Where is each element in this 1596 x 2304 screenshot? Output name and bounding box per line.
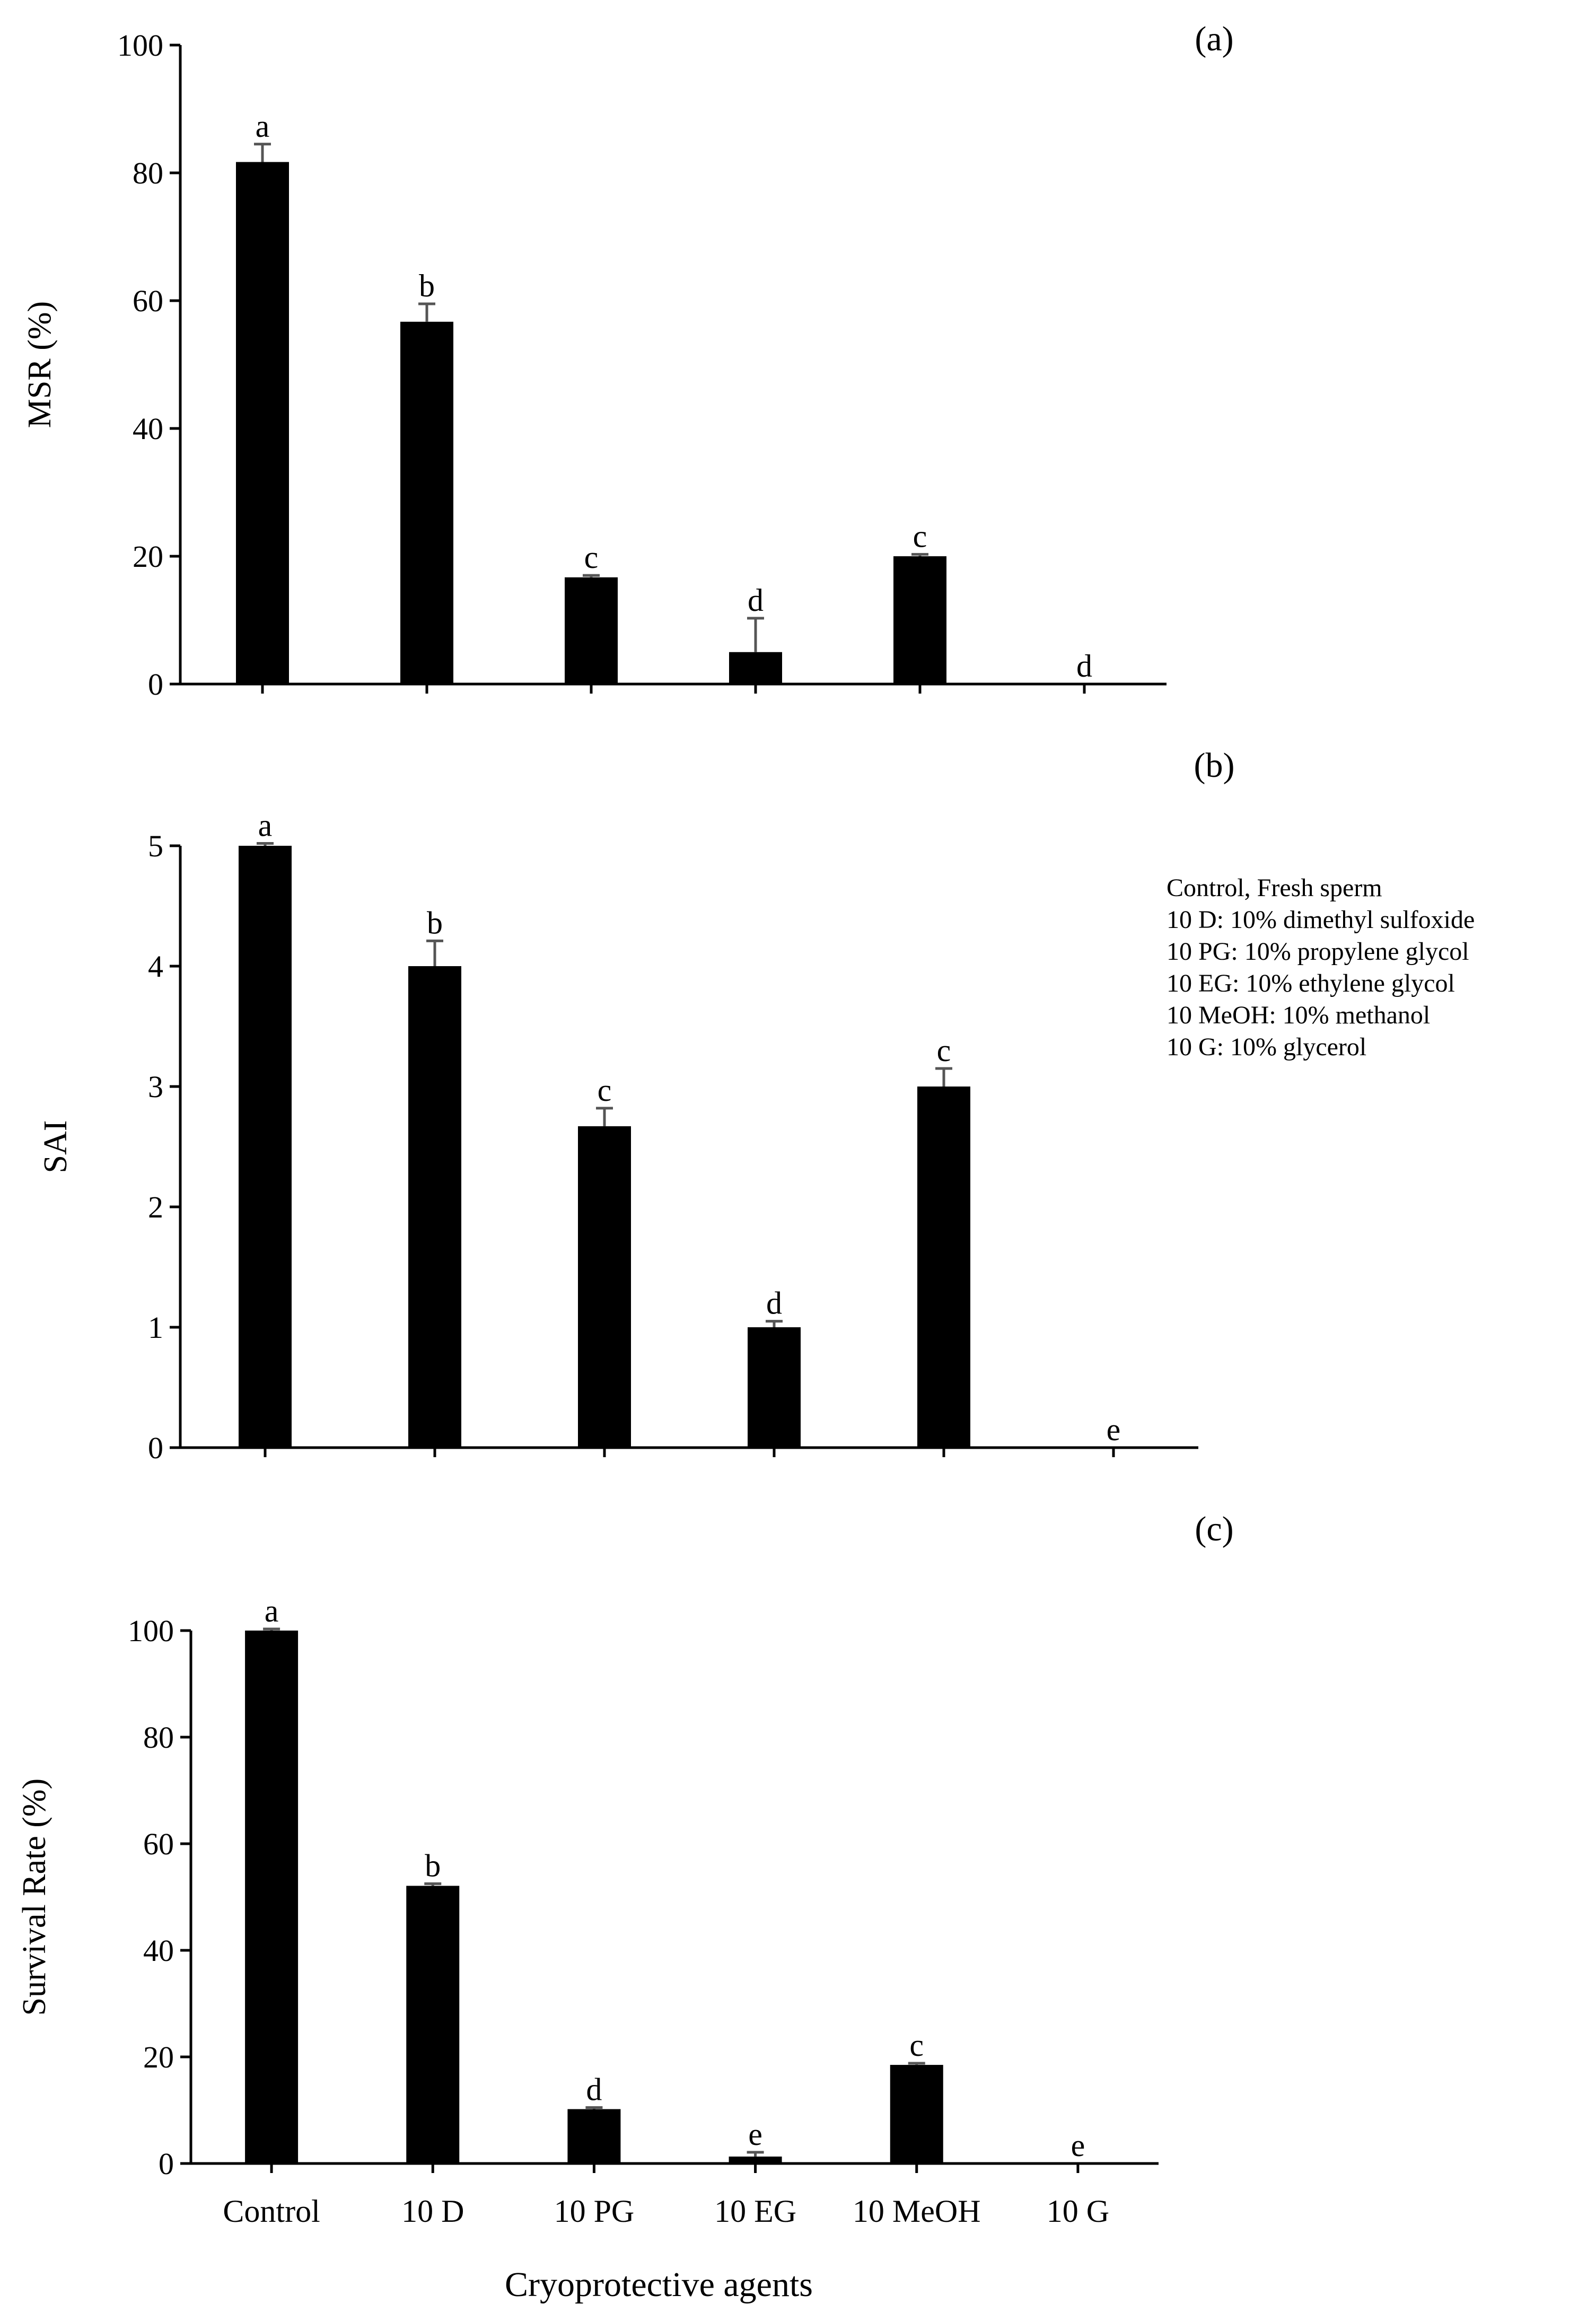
x-tick-label: 10 MeOH [853, 2194, 981, 2229]
significance-letter: b [419, 268, 435, 303]
y-tick-label: 2 [148, 1190, 163, 1224]
significance-letter: d [1076, 649, 1092, 684]
y-tick-label: 0 [159, 2147, 174, 2181]
x-tick-label: 10 D [401, 2194, 464, 2229]
significance-letter: a [265, 1593, 279, 1628]
y-tick-label: 100 [117, 28, 163, 63]
significance-letter: e [748, 2117, 762, 2152]
panel-label: (c) [1195, 1510, 1233, 1548]
panel-label: (a) [1195, 20, 1233, 58]
significance-letter: c [913, 519, 927, 554]
bar [408, 966, 461, 1448]
y-tick-label: 60 [133, 284, 163, 318]
significance-letter: b [427, 905, 443, 940]
legend-item: 10 EG: 10% ethylene glycol [1167, 969, 1455, 997]
x-tick-label: Control [223, 2194, 320, 2229]
bar [565, 577, 618, 684]
y-tick-label: 80 [133, 156, 163, 190]
panel-label: (b) [1194, 746, 1235, 785]
bar [239, 846, 292, 1448]
significance-letter: d [586, 2072, 602, 2107]
bar [729, 2156, 782, 2163]
y-tick-label: 40 [143, 1933, 174, 1968]
significance-letter: a [258, 808, 273, 843]
legend-item: 10 PG: 10% propylene glycol [1167, 938, 1469, 966]
legend: Control, Fresh sperm 10 D: 10% dimethyl … [1167, 874, 1475, 1061]
y-tick-label: 5 [148, 829, 163, 863]
bar [578, 1126, 631, 1448]
chart-panel: 0 20 40 60 80 100 MSR (%) (a) a b c d c d [22, 20, 1234, 702]
y-axis-label: SAI [38, 1120, 74, 1173]
significance-letter: c [937, 1033, 951, 1068]
y-axis-label: MSR (%) [22, 301, 58, 428]
y-tick-label: 60 [143, 1827, 174, 1861]
x-tick-label: 10 PG [554, 2194, 635, 2229]
y-tick-label: 0 [148, 1431, 163, 1465]
bar [245, 1631, 299, 2163]
y-axis-label: Survival Rate (%) [16, 1779, 52, 2016]
y-tick-label: 1 [148, 1310, 163, 1345]
y-tick-label: 4 [148, 949, 163, 984]
bar [748, 1327, 801, 1448]
significance-letter: e [1071, 2128, 1085, 2163]
x-tick-label: 10 EG [714, 2194, 796, 2229]
significance-letter: b [425, 1848, 441, 1883]
bar [236, 162, 289, 684]
bar [400, 321, 453, 684]
significance-letter: e [1107, 1412, 1121, 1447]
significance-letter: c [909, 2028, 924, 2063]
significance-letter: a [256, 109, 270, 144]
y-tick-label: 80 [143, 1720, 174, 1755]
legend-item: 10 G: 10% glycerol [1167, 1033, 1366, 1061]
significance-letter: c [584, 540, 599, 575]
x-axis-label: Cryoprotective agents [505, 2265, 813, 2304]
y-tick-label: 20 [143, 2040, 174, 2074]
significance-letter: c [598, 1073, 612, 1108]
legend-item: Control, Fresh sperm [1167, 874, 1382, 902]
bar [893, 556, 946, 684]
bar [917, 1087, 970, 1448]
bar [729, 652, 782, 684]
bar [406, 1886, 460, 2163]
y-tick-label: 100 [128, 1614, 174, 1648]
y-tick-label: 40 [133, 411, 163, 446]
y-tick-label: 3 [148, 1070, 163, 1104]
legend-item: 10 D: 10% dimethyl sulfoxide [1167, 906, 1475, 934]
chart-panel: 0 20 40 60 80 100 Survival Rate (%) (c) a b d e c e Co… [16, 1510, 1234, 2304]
significance-letter: d [766, 1286, 782, 1321]
x-tick-label: 10 G [1047, 2194, 1109, 2229]
bar [567, 2109, 621, 2163]
y-tick-label: 0 [148, 667, 163, 702]
legend-item: 10 MeOH: 10% methanol [1167, 1001, 1430, 1029]
significance-letter: d [748, 583, 764, 618]
chart-panel: 0 1 2 3 4 5 SAI (b) a b c d c e [38, 746, 1234, 1465]
y-tick-label: 20 [133, 539, 163, 574]
bar [890, 2065, 943, 2163]
